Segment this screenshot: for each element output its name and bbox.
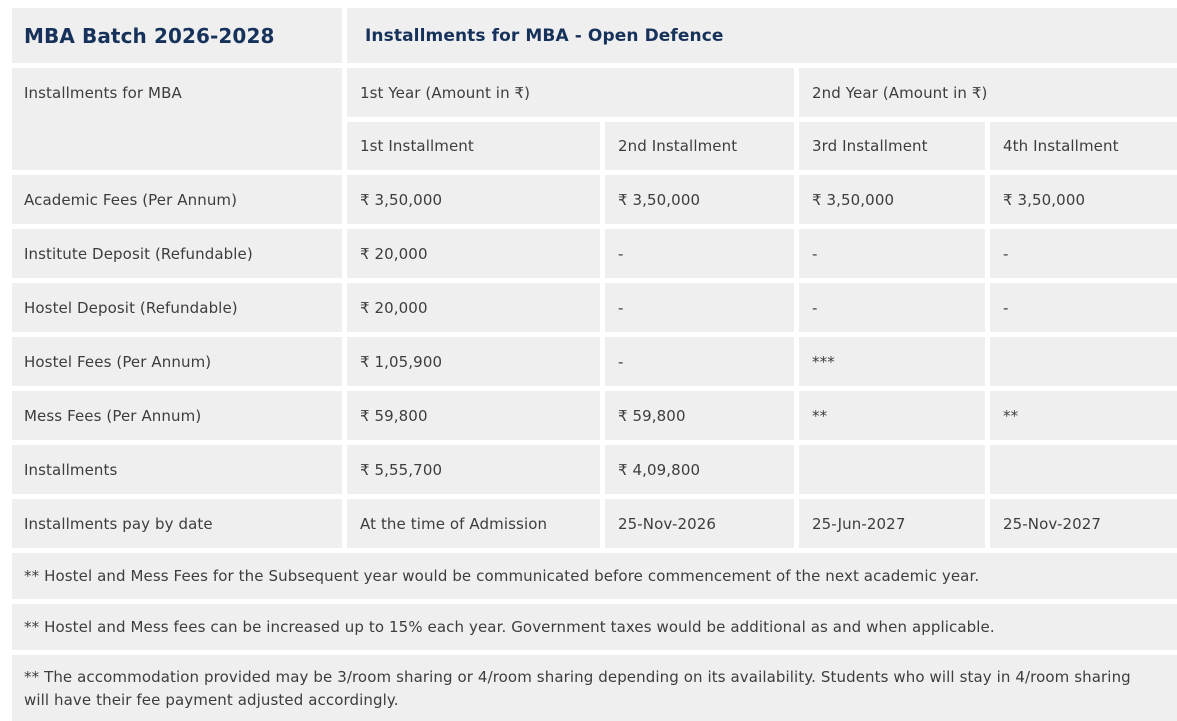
- cell-value: -: [605, 229, 794, 278]
- cell-value: ***: [799, 337, 985, 386]
- cell-value: 25-Nov-2027: [990, 499, 1177, 548]
- cell-value: ₹ 4,09,800: [605, 445, 794, 494]
- group-label: Installments for MBA: [12, 68, 342, 170]
- year1-header: 1st Year (Amount in ₹): [347, 68, 794, 117]
- cell-value: **: [990, 391, 1177, 440]
- cell-value: ₹ 5,55,700: [347, 445, 600, 494]
- row-label: Hostel Deposit (Refundable): [12, 283, 342, 332]
- cell-value: [990, 337, 1177, 386]
- cell-value: -: [799, 229, 985, 278]
- column-header-installment-3: 3rd Installment: [799, 122, 985, 170]
- row-label: Institute Deposit (Refundable): [12, 229, 342, 278]
- cell-value: -: [605, 337, 794, 386]
- column-header-installment-1: 1st Installment: [347, 122, 600, 170]
- cell-value: At the time of Admission: [347, 499, 600, 548]
- cell-value: ₹ 3,50,000: [799, 175, 985, 224]
- cell-value: ₹ 20,000: [347, 283, 600, 332]
- cell-value: 25-Nov-2026: [605, 499, 794, 548]
- cell-value: ₹ 3,50,000: [605, 175, 794, 224]
- cell-value: -: [605, 283, 794, 332]
- cell-value: ₹ 59,800: [347, 391, 600, 440]
- footnote-1: ** Hostel and Mess Fees for the Subseque…: [12, 553, 1177, 599]
- cell-value: -: [990, 229, 1177, 278]
- row-label: Academic Fees (Per Annum): [12, 175, 342, 224]
- cell-value: ₹ 3,50,000: [347, 175, 600, 224]
- batch-title: MBA Batch 2026-2028: [12, 8, 342, 63]
- cell-value: 25-Jun-2027: [799, 499, 985, 548]
- row-label: Hostel Fees (Per Annum): [12, 337, 342, 386]
- table-title: Installments for MBA - Open Defence: [347, 8, 1177, 63]
- column-header-installment-2: 2nd Installment: [605, 122, 794, 170]
- year2-header: 2nd Year (Amount in ₹): [799, 68, 1177, 117]
- cell-value: [799, 445, 985, 494]
- cell-value: ₹ 20,000: [347, 229, 600, 278]
- row-label: Installments pay by date: [12, 499, 342, 548]
- footnote-3: ** The accommodation provided may be 3/r…: [12, 655, 1177, 721]
- footnote-2: ** Hostel and Mess fees can be increased…: [12, 604, 1177, 650]
- cell-value: ₹ 3,50,000: [990, 175, 1177, 224]
- cell-value: -: [799, 283, 985, 332]
- cell-value: **: [799, 391, 985, 440]
- cell-value: ₹ 59,800: [605, 391, 794, 440]
- fee-table: MBA Batch 2026-2028 Installments for MBA…: [12, 8, 1177, 721]
- row-label: Mess Fees (Per Annum): [12, 391, 342, 440]
- cell-value: -: [990, 283, 1177, 332]
- row-label: Installments: [12, 445, 342, 494]
- cell-value: ₹ 1,05,900: [347, 337, 600, 386]
- column-header-installment-4: 4th Installment: [990, 122, 1177, 170]
- cell-value: [990, 445, 1177, 494]
